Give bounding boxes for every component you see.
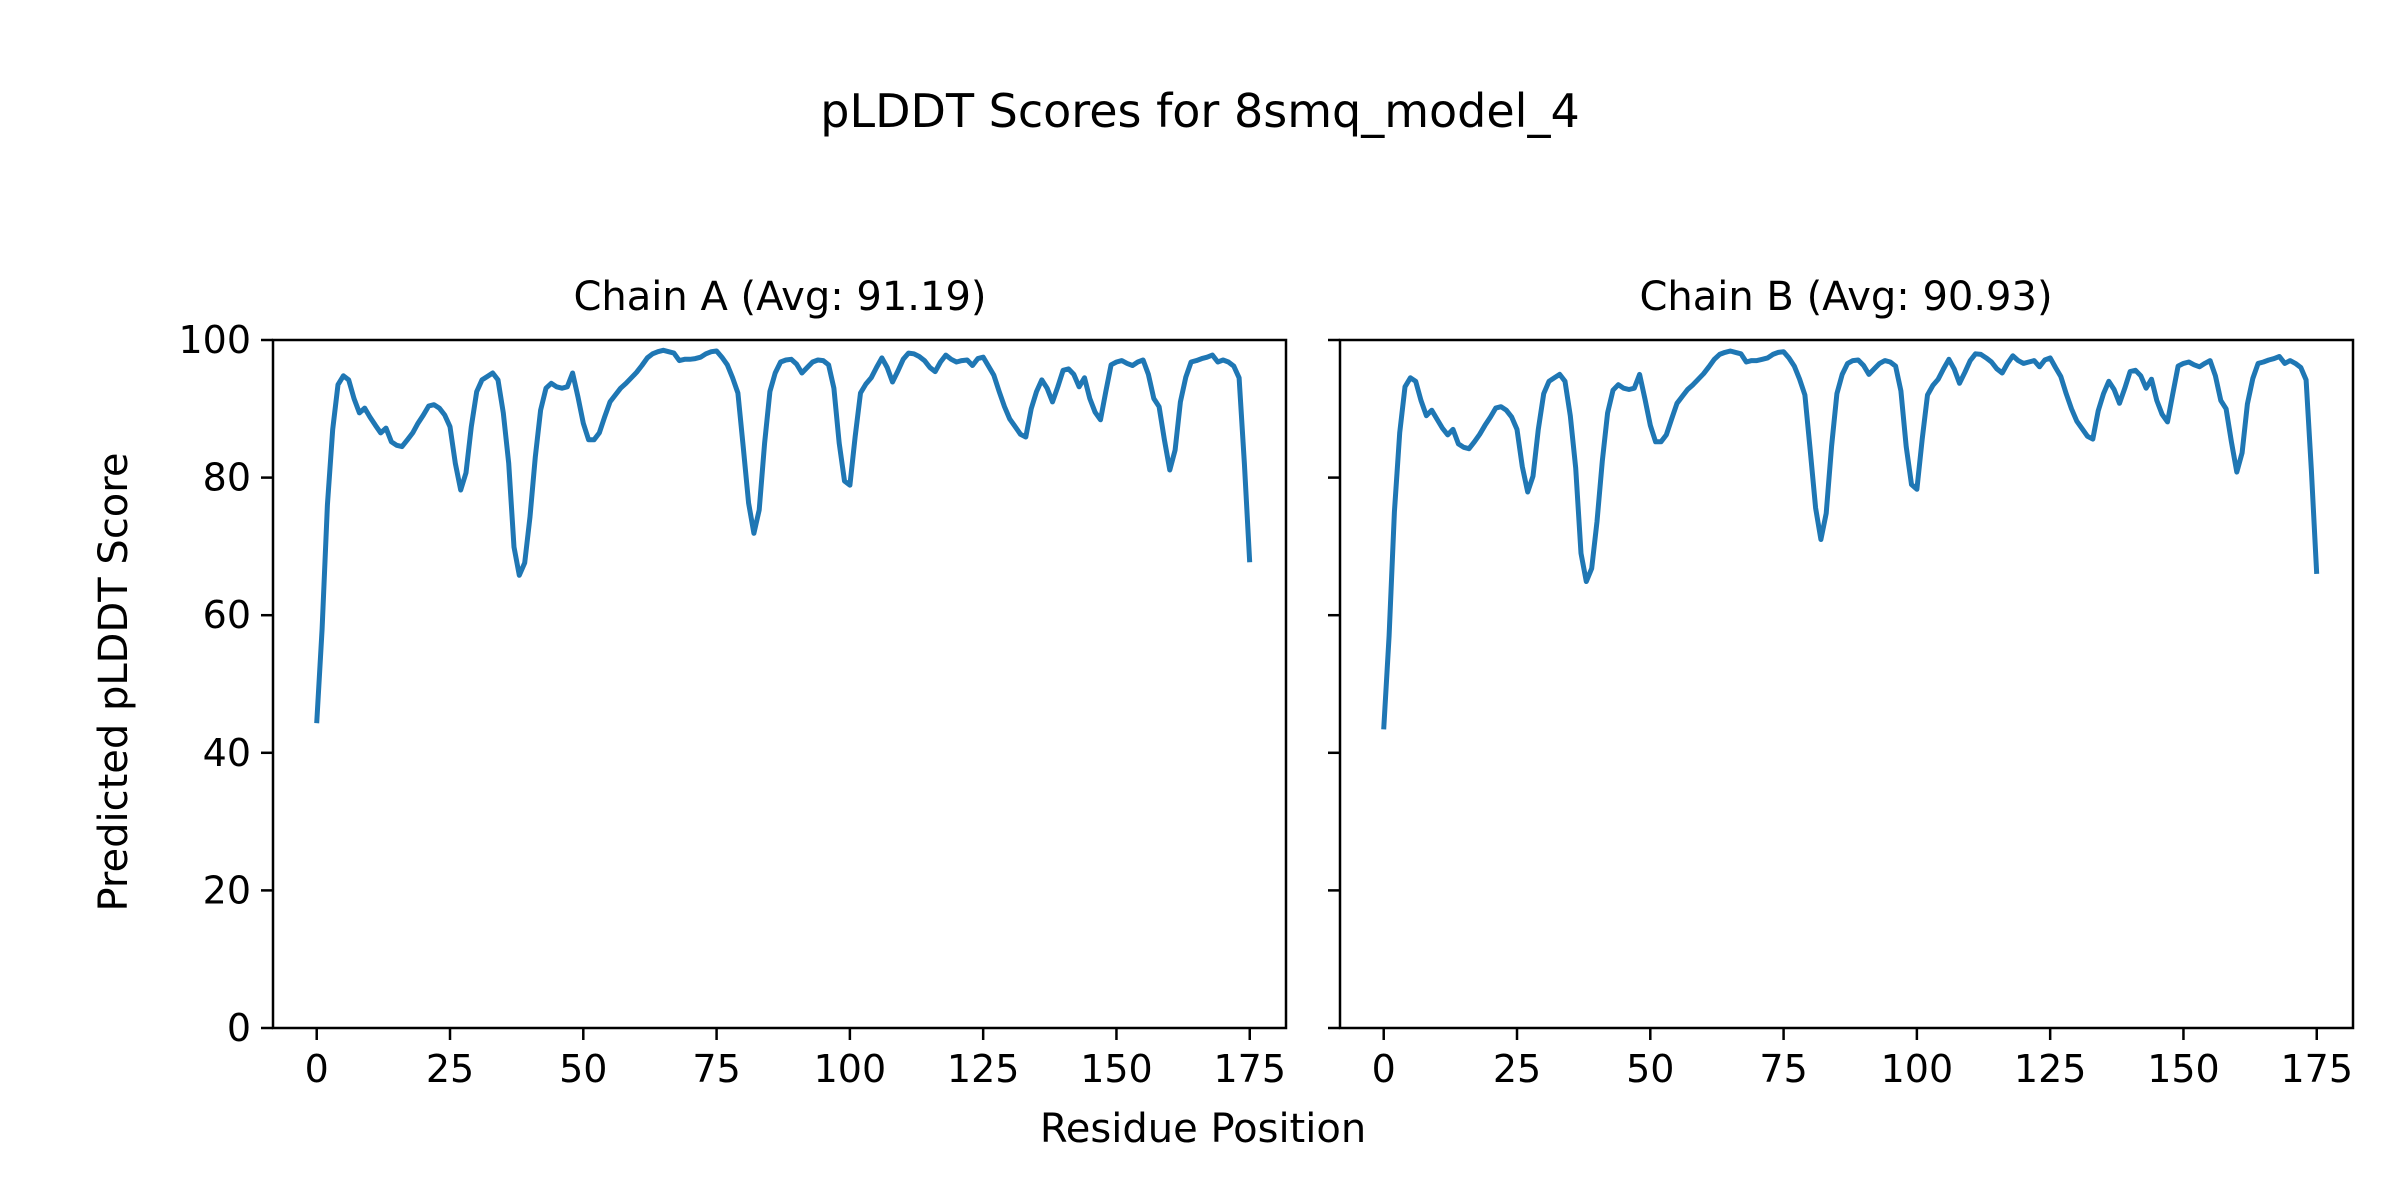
x-tick-label: 125: [2014, 1047, 2087, 1091]
chain-b-subplot-title: Chain B (Avg: 90.93): [1639, 274, 2053, 320]
x-tick-label: 75: [692, 1047, 740, 1091]
x-tick-label: 100: [1881, 1047, 1954, 1091]
chain-b-plddt-line: [1381, 348, 2320, 730]
x-tick-label: 100: [814, 1047, 887, 1091]
x-tick-label: 125: [947, 1047, 1020, 1091]
figure-title: pLDDT Scores for 8smq_model_4: [820, 84, 1580, 138]
chain-a-subplot-title: Chain A (Avg: 91.19): [573, 274, 987, 320]
x-tick-label: 50: [559, 1047, 607, 1091]
x-tick-label: 0: [1372, 1047, 1396, 1091]
x-tick-label: 25: [426, 1047, 474, 1091]
axes-box: [1338, 338, 2355, 1030]
y-tick-label: 40: [203, 731, 251, 775]
y-tick-label: 100: [178, 318, 251, 362]
x-tick-label: 25: [1493, 1047, 1541, 1091]
axes-box: [271, 338, 1288, 1030]
y-tick-label: 0: [227, 1006, 251, 1050]
x-tick-label: 175: [2280, 1047, 2353, 1091]
y-tick-label: 80: [203, 456, 251, 500]
x-tick-label: 50: [1626, 1047, 1674, 1091]
x-tick-label: 150: [2147, 1047, 2220, 1091]
x-axis-label: Residue Position: [1039, 1106, 1367, 1152]
x-tick-label: 0: [305, 1047, 329, 1091]
x-tick-label: 175: [1213, 1047, 1286, 1091]
x-tick-label: 75: [1759, 1047, 1807, 1091]
x-tick-label: 150: [1080, 1047, 1153, 1091]
y-axis-label: Predicted pLDDT Score: [91, 452, 137, 912]
y-tick-label: 20: [203, 868, 251, 912]
chain-a-plddt-line: [314, 347, 1253, 724]
y-tick-label: 60: [203, 593, 251, 637]
